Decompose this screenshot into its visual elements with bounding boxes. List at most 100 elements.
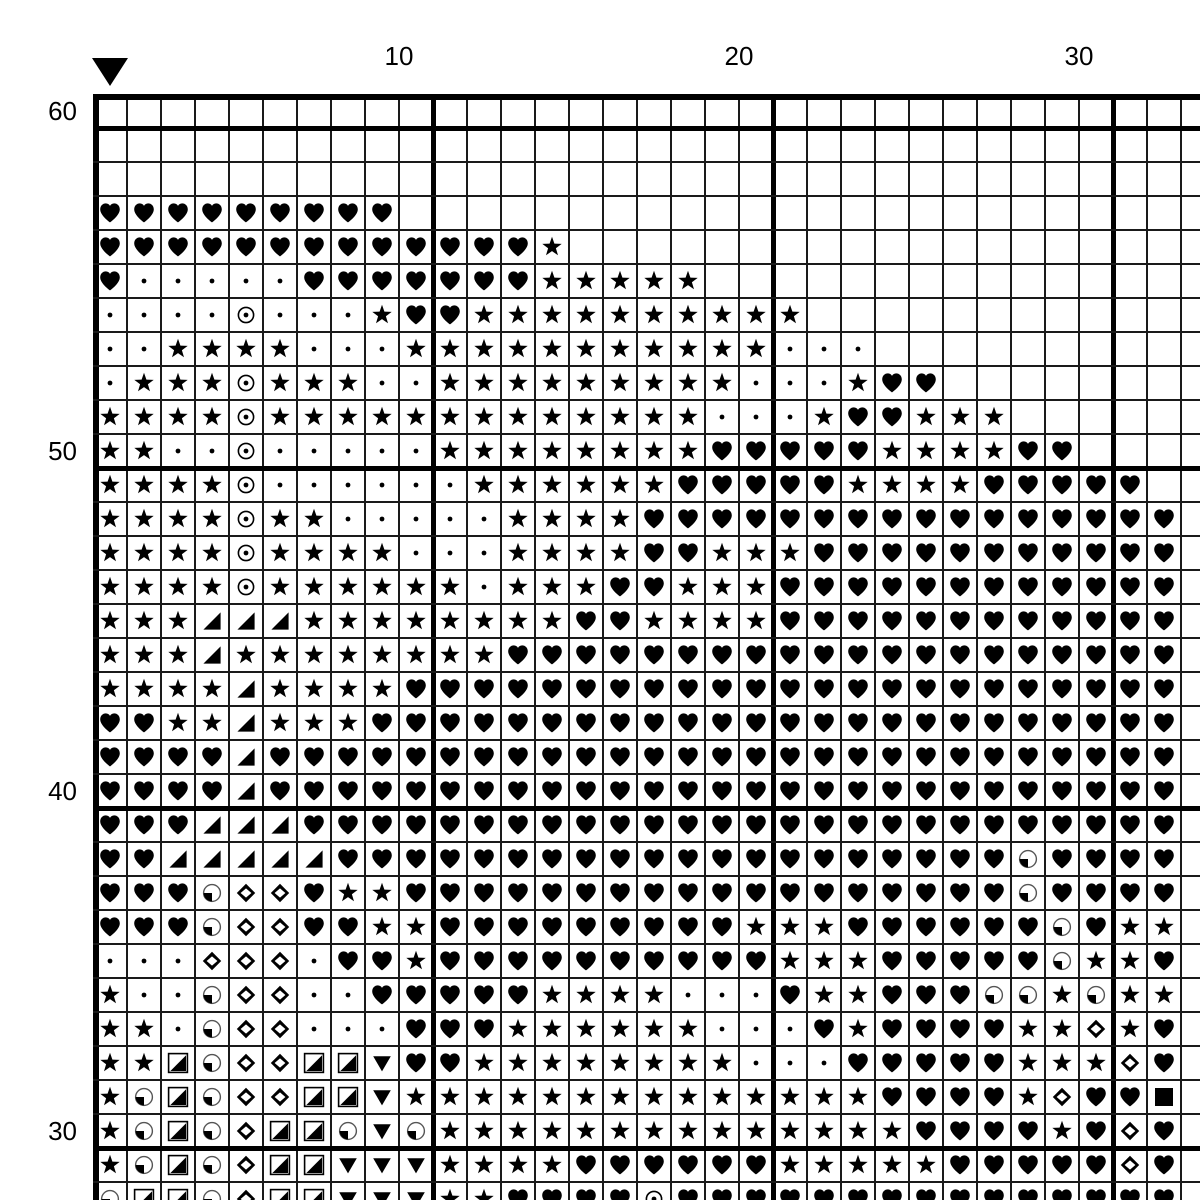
stitch-cell-heart[interactable] bbox=[1147, 502, 1181, 536]
stitch-cell-quarter[interactable] bbox=[1079, 978, 1113, 1012]
stitch-cell-heart[interactable] bbox=[1079, 706, 1113, 740]
stitch-cell-heart[interactable] bbox=[739, 1182, 773, 1200]
stitch-cell-heart[interactable] bbox=[1079, 536, 1113, 570]
stitch-cell-heart[interactable] bbox=[1045, 1182, 1079, 1200]
stitch-cell-star[interactable] bbox=[365, 672, 399, 706]
stitch-cell-empty[interactable] bbox=[807, 196, 841, 230]
stitch-cell-heart[interactable] bbox=[1147, 944, 1181, 978]
stitch-cell-empty[interactable] bbox=[739, 230, 773, 264]
stitch-cell-star[interactable] bbox=[603, 978, 637, 1012]
stitch-cell-star[interactable] bbox=[365, 638, 399, 672]
stitch-cell-heart[interactable] bbox=[297, 910, 331, 944]
stitch-cell-heart[interactable] bbox=[1079, 808, 1113, 842]
stitch-cell-halfsq[interactable] bbox=[331, 1046, 365, 1080]
stitch-cell-heart[interactable] bbox=[671, 774, 705, 808]
stitch-cell-empty[interactable] bbox=[399, 128, 433, 162]
stitch-cell-empty[interactable] bbox=[705, 230, 739, 264]
stitch-cell-heart[interactable] bbox=[195, 196, 229, 230]
stitch-cell-diamond[interactable] bbox=[263, 1012, 297, 1046]
stitch-cell-heart[interactable] bbox=[1147, 1114, 1181, 1148]
stitch-cell-empty[interactable] bbox=[807, 128, 841, 162]
stitch-cell-empty[interactable] bbox=[1113, 332, 1147, 366]
stitch-cell-heart[interactable] bbox=[705, 638, 739, 672]
stitch-cell-dot[interactable] bbox=[229, 264, 263, 298]
stitch-cell-star[interactable] bbox=[365, 604, 399, 638]
stitch-cell-star[interactable] bbox=[1045, 1012, 1079, 1046]
stitch-cell-empty[interactable] bbox=[433, 162, 467, 196]
stitch-cell-star[interactable] bbox=[603, 434, 637, 468]
stitch-cell-tri[interactable] bbox=[229, 808, 263, 842]
stitch-cell-circledot[interactable] bbox=[229, 298, 263, 332]
stitch-cell-heart[interactable] bbox=[637, 774, 671, 808]
stitch-cell-dot[interactable] bbox=[399, 536, 433, 570]
stitch-cell-dot[interactable] bbox=[365, 468, 399, 502]
stitch-cell-star[interactable] bbox=[603, 264, 637, 298]
stitch-cell-dot[interactable] bbox=[297, 1012, 331, 1046]
stitch-cell-star[interactable] bbox=[773, 944, 807, 978]
stitch-cell-heart[interactable] bbox=[773, 570, 807, 604]
stitch-cell-dot[interactable] bbox=[297, 978, 331, 1012]
stitch-cell-heart[interactable] bbox=[603, 570, 637, 604]
stitch-cell-empty[interactable] bbox=[875, 128, 909, 162]
stitch-cell-star[interactable] bbox=[909, 468, 943, 502]
stitch-cell-heart[interactable] bbox=[1113, 706, 1147, 740]
stitch-cell-star[interactable] bbox=[501, 570, 535, 604]
stitch-cell-heart[interactable] bbox=[705, 468, 739, 502]
stitch-cell-heart[interactable] bbox=[875, 706, 909, 740]
stitch-cell-dot[interactable] bbox=[739, 400, 773, 434]
stitch-cell-heart[interactable] bbox=[705, 740, 739, 774]
stitch-cell-star[interactable] bbox=[841, 1114, 875, 1148]
stitch-cell-heart[interactable] bbox=[1011, 1114, 1045, 1148]
stitch-cell-heart[interactable] bbox=[637, 1148, 671, 1182]
stitch-cell-heart[interactable] bbox=[1113, 468, 1147, 502]
stitch-cell-star[interactable] bbox=[739, 910, 773, 944]
stitch-cell-dot[interactable] bbox=[127, 332, 161, 366]
stitch-cell-tri[interactable] bbox=[195, 604, 229, 638]
stitch-cell-heart[interactable] bbox=[875, 910, 909, 944]
stitch-cell-star[interactable] bbox=[93, 672, 127, 706]
stitch-cell-heart[interactable] bbox=[1011, 706, 1045, 740]
stitch-cell-dot[interactable] bbox=[331, 1012, 365, 1046]
stitch-cell-heart[interactable] bbox=[1079, 604, 1113, 638]
stitch-cell-empty[interactable] bbox=[161, 162, 195, 196]
stitch-cell-star[interactable] bbox=[535, 366, 569, 400]
stitch-cell-star[interactable] bbox=[467, 1080, 501, 1114]
stitch-cell-empty[interactable] bbox=[671, 196, 705, 230]
stitch-cell-tri[interactable] bbox=[229, 672, 263, 706]
stitch-cell-heart[interactable] bbox=[1045, 706, 1079, 740]
stitch-cell-empty[interactable] bbox=[229, 128, 263, 162]
stitch-cell-star[interactable] bbox=[93, 1080, 127, 1114]
stitch-cell-heart[interactable] bbox=[807, 1012, 841, 1046]
stitch-cell-empty[interactable] bbox=[1011, 230, 1045, 264]
stitch-cell-star[interactable] bbox=[161, 502, 195, 536]
stitch-cell-tri[interactable] bbox=[297, 842, 331, 876]
stitch-cell-dot[interactable] bbox=[93, 298, 127, 332]
stitch-cell-star[interactable] bbox=[909, 1148, 943, 1182]
stitch-cell-star[interactable] bbox=[773, 1114, 807, 1148]
stitch-cell-dot[interactable] bbox=[127, 944, 161, 978]
stitch-cell-star[interactable] bbox=[535, 468, 569, 502]
stitch-cell-heart[interactable] bbox=[671, 638, 705, 672]
stitch-cell-heart[interactable] bbox=[433, 842, 467, 876]
stitch-cell-heart[interactable] bbox=[875, 808, 909, 842]
stitch-cell-heart[interactable] bbox=[637, 944, 671, 978]
stitch-cell-heart[interactable] bbox=[739, 502, 773, 536]
stitch-cell-heart[interactable] bbox=[127, 876, 161, 910]
stitch-cell-star[interactable] bbox=[705, 332, 739, 366]
stitch-cell-heart[interactable] bbox=[977, 876, 1011, 910]
stitch-cell-heart[interactable] bbox=[671, 842, 705, 876]
stitch-cell-heart[interactable] bbox=[977, 638, 1011, 672]
stitch-cell-heart[interactable] bbox=[1147, 808, 1181, 842]
stitch-cell-empty[interactable] bbox=[1113, 400, 1147, 434]
stitch-cell-heart[interactable] bbox=[841, 740, 875, 774]
stitch-cell-dot[interactable] bbox=[331, 298, 365, 332]
stitch-cell-heart[interactable] bbox=[875, 774, 909, 808]
stitch-cell-star[interactable] bbox=[467, 468, 501, 502]
stitch-cell-heart[interactable] bbox=[739, 740, 773, 774]
stitch-cell-star[interactable] bbox=[501, 468, 535, 502]
stitch-cell-heart[interactable] bbox=[501, 808, 535, 842]
stitch-cell-star[interactable] bbox=[535, 1080, 569, 1114]
stitch-cell-heart[interactable] bbox=[569, 638, 603, 672]
stitch-cell-diamond[interactable] bbox=[1113, 1114, 1147, 1148]
stitch-cell-empty[interactable] bbox=[875, 298, 909, 332]
